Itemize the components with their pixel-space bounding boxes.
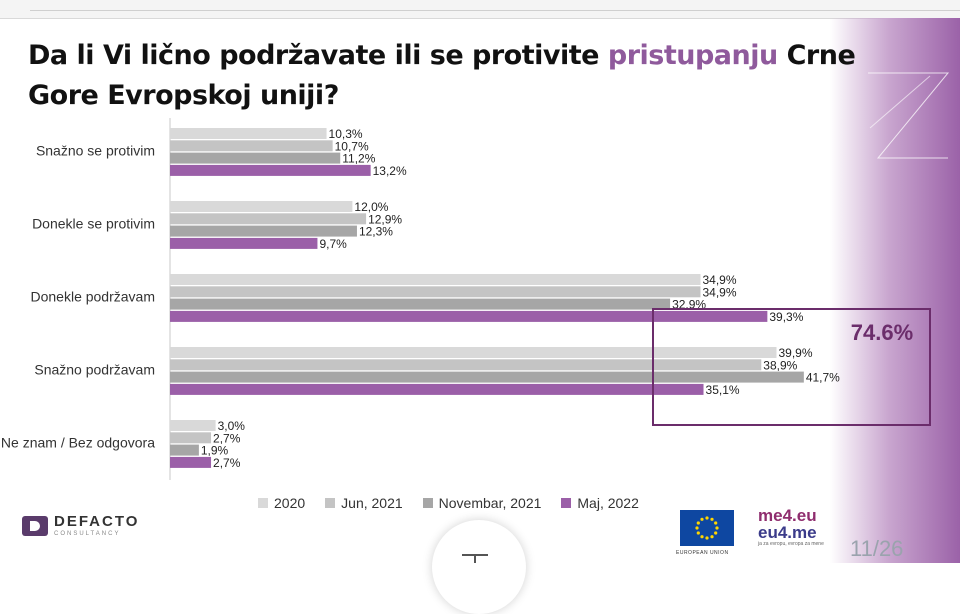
annotation-label: 74.6% xyxy=(851,320,913,345)
bar xyxy=(170,383,704,395)
bar xyxy=(170,225,357,237)
bar xyxy=(170,432,212,444)
data-label: 12,0% xyxy=(354,200,388,214)
legend-swatch xyxy=(325,498,336,508)
me4eu-sub: ja za evropu, evropa za mene xyxy=(758,541,824,547)
bar xyxy=(170,128,327,139)
floating-action-button[interactable] xyxy=(432,520,526,614)
fab-icon-stem xyxy=(474,556,476,563)
bar xyxy=(170,152,341,164)
legend-swatch xyxy=(258,498,268,508)
bar xyxy=(170,420,216,431)
browser-top-bar xyxy=(0,0,960,19)
me4eu-line-1: me4.eu xyxy=(758,506,817,525)
logo-name: DEFACTO xyxy=(54,513,140,530)
data-label: 10,7% xyxy=(335,139,369,153)
bar xyxy=(170,347,777,358)
legend-label: 2020 xyxy=(274,495,306,511)
category-label: Ne znam / Bez odgovora xyxy=(1,435,155,451)
data-label: 9,7% xyxy=(319,237,347,251)
bar xyxy=(170,164,371,176)
data-label: 39,9% xyxy=(778,346,812,360)
category-label: Snažno se protivim xyxy=(36,143,155,159)
bar xyxy=(170,298,671,310)
legend-swatch xyxy=(561,498,572,508)
defacto-logo-mark xyxy=(22,515,48,536)
decorative-purple-panel xyxy=(830,18,960,563)
bar xyxy=(170,444,199,456)
data-label: 13,2% xyxy=(373,164,407,178)
data-label: 10,3% xyxy=(329,127,363,141)
title-highlight: pristupanju xyxy=(607,40,778,71)
bar xyxy=(170,310,768,322)
data-label: 2,7% xyxy=(213,431,241,445)
data-label: 2,7% xyxy=(213,456,241,470)
data-label: 34,9% xyxy=(702,273,736,287)
bar xyxy=(170,286,701,298)
data-label: 38,9% xyxy=(763,358,797,372)
legend-item-jun-2021: Jun, 2021 xyxy=(325,495,403,511)
legend-item-maj-2022: Maj, 2022 xyxy=(561,495,639,511)
data-label: 12,9% xyxy=(368,212,402,226)
chart-title: Da li Vi lično podržavate ili se protivi… xyxy=(28,36,908,116)
category-label: Donekle podržavam xyxy=(30,289,155,305)
data-label: 41,7% xyxy=(806,371,840,385)
bar xyxy=(170,213,367,225)
category-label: Snažno podržavam xyxy=(34,362,155,378)
bar xyxy=(170,371,804,383)
chart-legend: 2020 Jun, 2021 Novembar, 2021 Maj, 2022 xyxy=(258,495,639,511)
bar-chart: Snažno se protivim 10,3%10,7%11,2%13,2% Do… xyxy=(1,118,931,480)
top-bar-line xyxy=(30,10,960,11)
eu-flag-icon xyxy=(680,510,734,546)
bar xyxy=(170,140,333,152)
eu-stars xyxy=(695,516,719,540)
eu-caption: EUROPEAN UNION xyxy=(676,550,729,556)
data-label: 34,9% xyxy=(702,285,736,299)
panel-line-art xyxy=(868,72,950,159)
legend-swatch xyxy=(422,498,433,508)
page-number: 11/26 xyxy=(850,536,904,561)
bar xyxy=(170,201,353,212)
data-label: 39,3% xyxy=(769,310,803,324)
bar xyxy=(170,359,762,371)
data-label: 11,2% xyxy=(342,152,375,166)
data-label: 35,1% xyxy=(706,383,740,397)
title-part-2: Crne Gore Evropskoj uniji? xyxy=(28,40,856,111)
legend-item-nov-2021: Novembar, 2021 xyxy=(422,495,542,511)
me4eu-logo: me4.eu eu4.me ja za evropu, evropa za me… xyxy=(758,507,824,548)
legend-label: Maj, 2022 xyxy=(577,495,639,511)
bar xyxy=(170,456,212,468)
data-label: 3,0% xyxy=(218,419,246,433)
defacto-logo: DEFACTO CONSULTANCY xyxy=(22,514,139,537)
data-label: 12,3% xyxy=(359,225,393,239)
category-label: Donekle se protivim xyxy=(32,216,155,232)
data-label: 1,9% xyxy=(201,444,229,458)
legend-label: Novembar, 2021 xyxy=(438,495,542,511)
legend-item-2020: 2020 xyxy=(258,495,305,511)
logo-sub: CONSULTANCY xyxy=(54,531,121,537)
title-part-1: Da li Vi lično podržavate ili se protivi… xyxy=(28,40,608,71)
bar xyxy=(170,274,701,285)
bar xyxy=(170,237,318,249)
legend-label: Jun, 2021 xyxy=(341,495,403,511)
me4eu-line-2: eu4.me xyxy=(758,523,817,542)
fab-icon-bar xyxy=(462,554,488,556)
annotation-box xyxy=(652,308,931,426)
